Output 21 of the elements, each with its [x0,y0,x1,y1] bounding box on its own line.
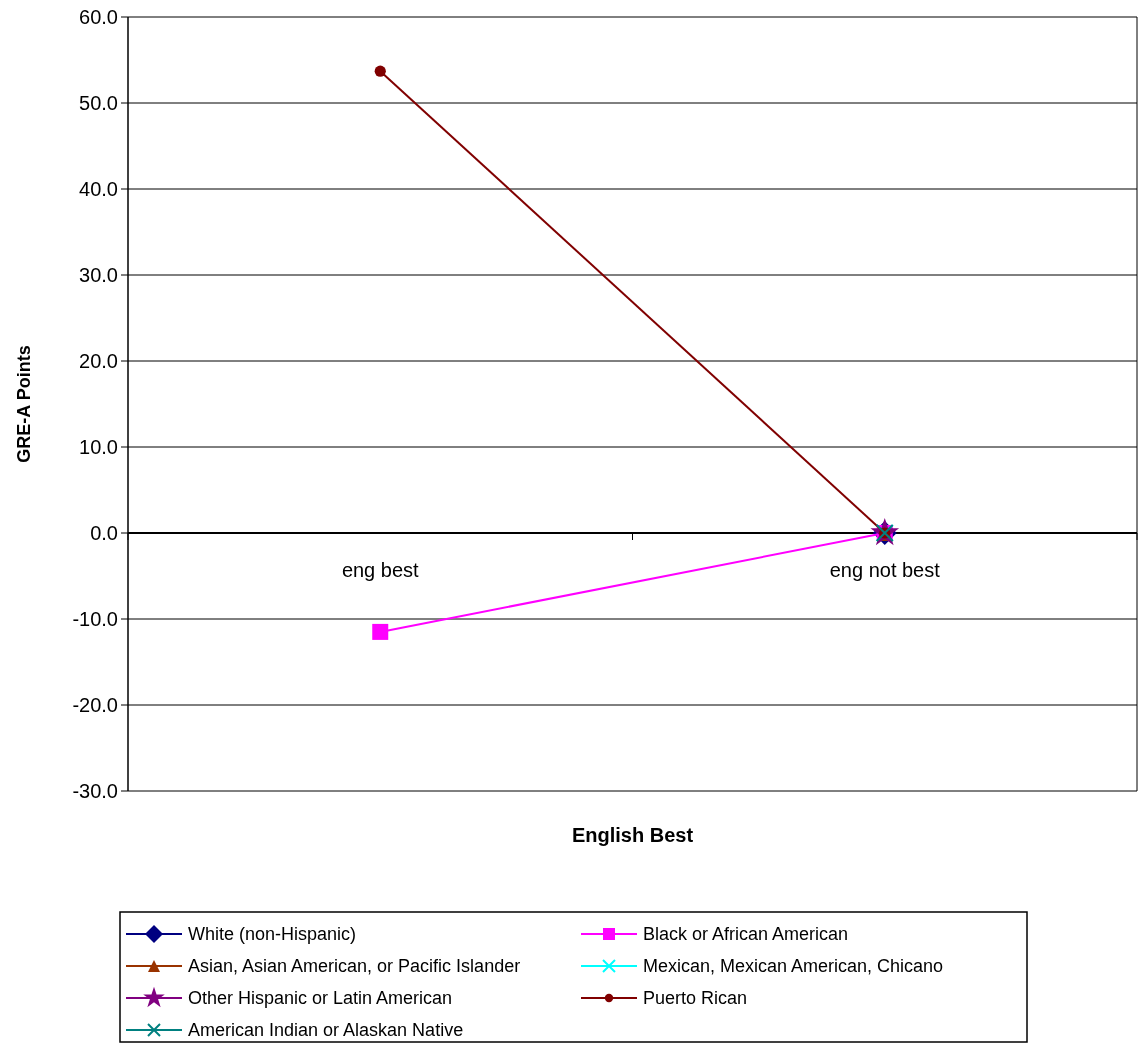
y-tick-label: 60.0 [79,6,118,28]
legend-label: Mexican, Mexican American, Chicano [643,956,944,977]
y-tick-label: 0.0 [90,522,118,544]
x-tick-label: eng best [341,559,420,581]
legend-label: White (non-Hispanic) [188,924,357,945]
y-tick-label: 10.0 [79,436,118,458]
y-tick-label: -10.0 [72,608,118,630]
y-axis-title: GRE-A Points [14,345,34,463]
y-tick-label: -30.0 [72,780,118,802]
y-tick-label: 40.0 [79,178,118,200]
legend-label: American Indian or Alaskan Native [188,1020,464,1041]
legend-label: Other Hispanic or Latin American [188,988,453,1009]
x-axis-title: English Best [571,824,694,846]
y-tick-label: 20.0 [79,350,118,372]
legend-label: Puerto Rican [643,988,748,1009]
y-tick-label: 50.0 [79,92,118,114]
x-tick-label: eng not best [829,559,941,581]
y-tick-label: 30.0 [79,264,118,286]
legend-label: Black or African American [643,924,849,945]
legend-label: Asian, Asian American, or Pacific Islander [188,956,521,977]
y-tick-label: -20.0 [72,694,118,716]
